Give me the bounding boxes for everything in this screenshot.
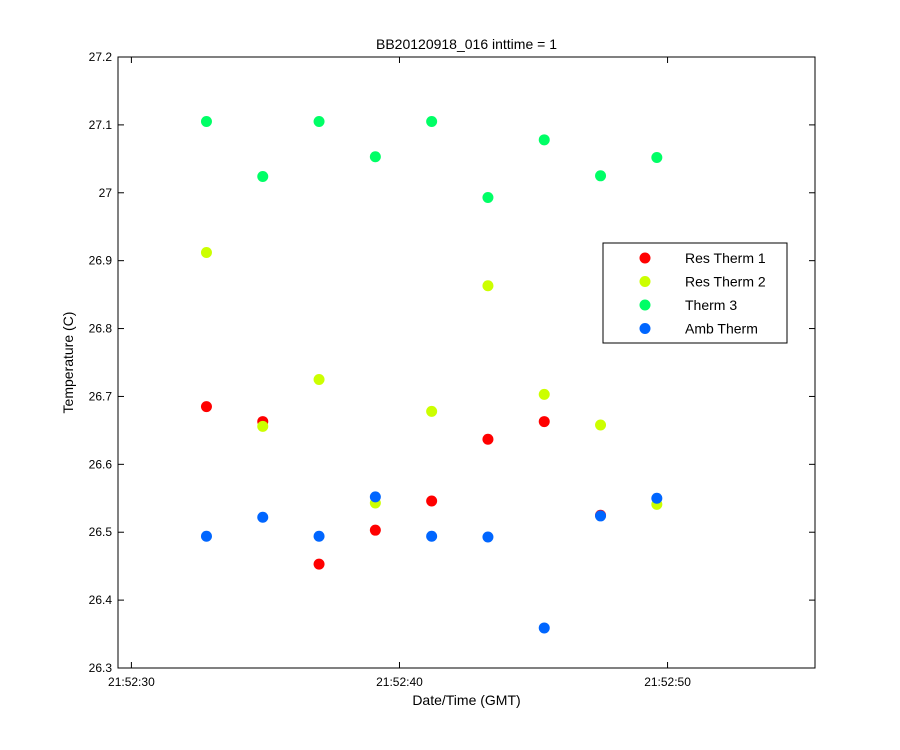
legend-label: Therm 3 (685, 297, 737, 313)
data-point (482, 531, 494, 543)
x-axis-label: Date/Time (GMT) (412, 692, 520, 708)
data-point (651, 151, 663, 163)
data-point (369, 491, 381, 503)
data-point (200, 247, 212, 259)
y-tick-label: 27.1 (89, 118, 113, 132)
data-point (257, 420, 269, 432)
data-point (313, 530, 325, 542)
y-tick-label: 27.2 (89, 50, 113, 64)
data-point (651, 492, 663, 504)
series-amb-therm (200, 491, 663, 634)
data-point (200, 530, 212, 542)
chart-title: BB20120918_016 inttime = 1 (376, 36, 557, 52)
y-tick-label: 26.6 (89, 457, 113, 471)
series-therm-3 (200, 115, 663, 204)
series-res-therm-2 (200, 247, 663, 510)
x-tick-label: 21:52:30 (108, 675, 155, 689)
data-point (538, 416, 550, 428)
x-tick-label: 21:52:50 (644, 675, 691, 689)
y-tick-label: 26.4 (89, 593, 113, 607)
y-tick-label: 26.3 (89, 661, 113, 675)
data-point (538, 388, 550, 400)
axis-ticks: 21:52:30 21:52:40 21:52:50 26.3 26.4 26.5 26.6… (89, 50, 815, 689)
legend-marker (639, 299, 651, 311)
legend-label: Res Therm 1 (685, 250, 766, 266)
data-point (313, 558, 325, 570)
legend-marker (639, 323, 651, 334)
data-point (595, 419, 607, 431)
y-tick-label: 26.5 (89, 525, 113, 539)
legend-marker (639, 276, 651, 287)
x-tick-label: 21:52:40 (376, 675, 423, 689)
data-point (595, 510, 607, 522)
legend-label: Amb Therm (685, 321, 758, 337)
legend-marker (639, 252, 651, 264)
data-point (257, 170, 269, 182)
data-point (369, 524, 381, 536)
data-point (482, 433, 494, 445)
plot-area (117, 56, 816, 669)
data-point (200, 401, 212, 413)
data-point (482, 192, 494, 204)
data-point (538, 622, 550, 634)
data-point (257, 511, 269, 523)
legend: Res Therm 1 Res Therm 2 Therm 3 Amb Therm (602, 242, 788, 344)
data-point (538, 134, 550, 146)
data-point (369, 151, 381, 163)
y-tick-label: 26.7 (89, 389, 113, 403)
data-point (313, 373, 325, 385)
data-point (426, 405, 438, 417)
data-point (426, 530, 438, 542)
y-tick-label: 26.9 (89, 254, 113, 268)
data-point (200, 115, 212, 127)
data-point (313, 115, 325, 127)
y-tick-label: 27 (99, 186, 113, 200)
legend-label: Res Therm 2 (685, 274, 766, 290)
y-tick-label: 26.8 (89, 322, 113, 336)
data-point (482, 280, 494, 292)
legend-box (602, 242, 788, 344)
data-point (426, 495, 438, 507)
y-axis-label: Temperature (C) (60, 312, 76, 414)
data-points (200, 115, 663, 634)
data-point (426, 115, 438, 127)
data-point (595, 170, 607, 182)
